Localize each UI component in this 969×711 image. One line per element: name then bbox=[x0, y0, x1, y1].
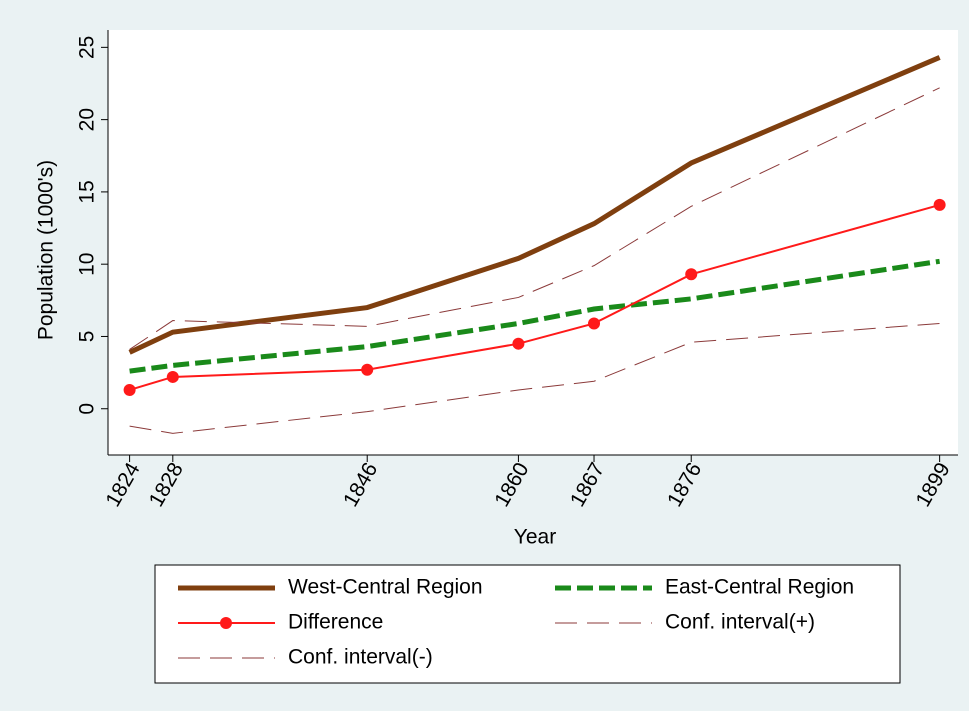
y-tick-label: 20 bbox=[76, 108, 99, 131]
legend-label: Difference bbox=[288, 611, 383, 634]
legend-label: West-Central Region bbox=[288, 576, 483, 599]
y-tick-label: 5 bbox=[76, 331, 99, 343]
series-line bbox=[128, 55, 941, 355]
legend-label: Conf. interval(-) bbox=[288, 646, 433, 669]
point bbox=[685, 268, 698, 281]
point bbox=[123, 383, 136, 396]
legend-label: Conf. interval(+) bbox=[665, 611, 815, 634]
point bbox=[933, 198, 946, 211]
y-tick-label: 25 bbox=[76, 36, 99, 59]
legend-marker bbox=[220, 617, 232, 629]
point bbox=[588, 317, 601, 330]
point bbox=[512, 337, 525, 350]
point bbox=[361, 363, 374, 376]
x-axis-title: Year bbox=[514, 526, 556, 549]
legend-label: East-Central Region bbox=[665, 576, 854, 599]
y-tick-label: 0 bbox=[76, 403, 99, 415]
y-tick-label: 15 bbox=[76, 180, 99, 203]
legend bbox=[154, 564, 901, 684]
plot-area bbox=[108, 30, 958, 455]
series-line bbox=[129, 87, 940, 350]
series-line bbox=[129, 322, 940, 434]
y-tick-label: 10 bbox=[76, 253, 99, 276]
point bbox=[166, 370, 179, 383]
y-axis-title: Population (1000's) bbox=[35, 160, 58, 340]
